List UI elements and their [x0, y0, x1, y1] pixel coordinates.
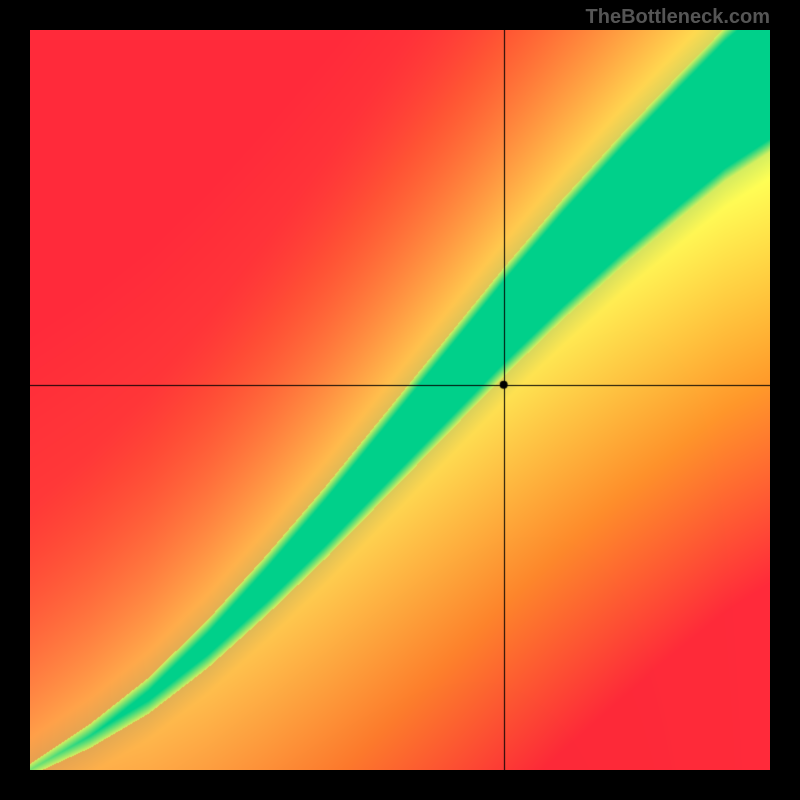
chart-container: TheBottleneck.com: [0, 0, 800, 800]
heatmap-plot: [30, 30, 770, 770]
watermark-label: TheBottleneck.com: [586, 6, 770, 29]
